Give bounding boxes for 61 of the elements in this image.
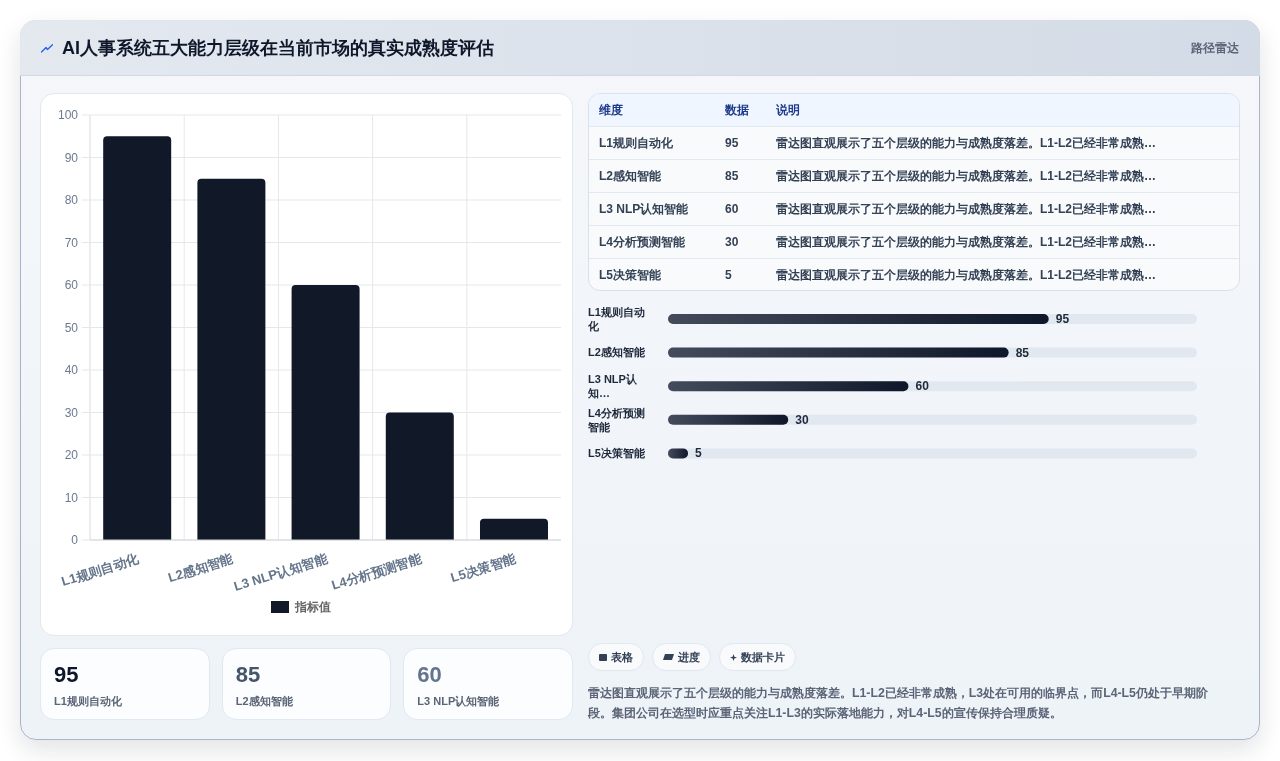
y-tick-label: 0 xyxy=(71,533,79,548)
data-label: 95 xyxy=(725,136,740,150)
category-label: L1规则自动化 xyxy=(599,135,674,150)
bar xyxy=(479,518,548,540)
bar xyxy=(668,414,789,425)
category-label: L3 NLP认知智能 xyxy=(417,695,500,707)
y-tick-label: L1规则自动化 xyxy=(588,305,645,332)
category-label: L5决策智能 xyxy=(599,267,662,282)
data-label: 85 xyxy=(235,661,262,689)
data-label: 30 xyxy=(795,412,809,427)
data-label: 5 xyxy=(695,446,703,461)
category-label: L3 NLP认知智能 xyxy=(599,201,689,216)
category-label: L2感知智能 xyxy=(599,168,662,183)
bar xyxy=(197,178,266,540)
legend-label: 指标值 xyxy=(294,598,331,616)
category-label: L4分析预测智能 xyxy=(599,234,686,249)
text: 路径雷达 xyxy=(1191,39,1239,57)
x-tick-label: L4分析预测智能 xyxy=(329,550,425,593)
text: 表格 xyxy=(611,650,633,663)
text: 数据 xyxy=(725,102,749,117)
y-tick-label: L2感知智能 xyxy=(588,346,645,359)
data-label: 95 xyxy=(54,661,80,689)
bar xyxy=(291,285,360,540)
text: 维度 xyxy=(599,102,623,117)
x-tick-label: L3 NLP认知智能 xyxy=(232,550,330,594)
text: 进度 xyxy=(678,650,700,663)
y-tick-label: 100 xyxy=(57,108,79,123)
data-label: 85 xyxy=(1015,345,1030,360)
category-label: L1规则自动化 xyxy=(54,695,122,707)
text: 数据卡片 xyxy=(741,650,785,663)
x-tick-label: L5决策智能 xyxy=(448,550,519,586)
y-tick-label: 80 xyxy=(64,193,79,208)
text: 雷达图直观展示了五个层级的能力与成熟度落差。L1-L2已经非常成熟… xyxy=(776,168,1157,183)
data-label: 60 xyxy=(915,379,930,394)
text: 雷达图直观展示了五个层级的能力与成熟度落差。L1-L2已经非常成熟… xyxy=(776,201,1157,216)
text: AI人事系统五大能力层级在当前市场的真实成熟度评估 xyxy=(62,38,494,58)
bar xyxy=(385,412,454,540)
data-label: 85 xyxy=(725,169,740,183)
data-label: 5 xyxy=(725,268,733,282)
text: 雷达图直观展示了五个层级的能力与成熟度落差。L1-L2已经非常成熟，L3处在可用的临界点，而L4-L5仍处于早期阶段。集团公司在选型时应重点关注L1-L3的实际落地能力，对L4-L5的宣传保持合理质疑。 xyxy=(588,686,1208,720)
text: 雷达图直观展示了五个层级的能力与成熟度落差。L1-L2已经非常成熟… xyxy=(776,234,1157,249)
y-tick-label: L5决策智能 xyxy=(588,447,645,460)
y-tick-label: 10 xyxy=(64,490,79,505)
text: 雷达图直观展示了五个层级的能力与成熟度落差。L1-L2已经非常成熟… xyxy=(776,135,1157,150)
data-label: 60 xyxy=(417,661,443,689)
y-tick-label: 40 xyxy=(64,363,79,378)
text: 说明 xyxy=(776,102,800,117)
text: 雷达图直观展示了五个层级的能力与成熟度落差。L1-L2已经非常成熟… xyxy=(776,267,1157,282)
bar xyxy=(103,136,172,540)
y-tick-label: 70 xyxy=(64,235,79,250)
y-tick-label: 20 xyxy=(64,448,79,463)
y-tick-label: 60 xyxy=(64,278,79,293)
data-label: 30 xyxy=(725,235,740,249)
y-tick-label: 90 xyxy=(64,150,79,165)
y-tick-label: 30 xyxy=(64,405,79,420)
y-tick-label: L3 NLP认知… xyxy=(588,373,637,399)
category-label: L2感知智能 xyxy=(235,695,293,707)
y-tick-label: 50 xyxy=(64,320,79,335)
data-label: 60 xyxy=(725,202,740,216)
data-label: 95 xyxy=(1055,312,1070,326)
y-tick-label: L4分析预测智能 xyxy=(588,406,645,433)
